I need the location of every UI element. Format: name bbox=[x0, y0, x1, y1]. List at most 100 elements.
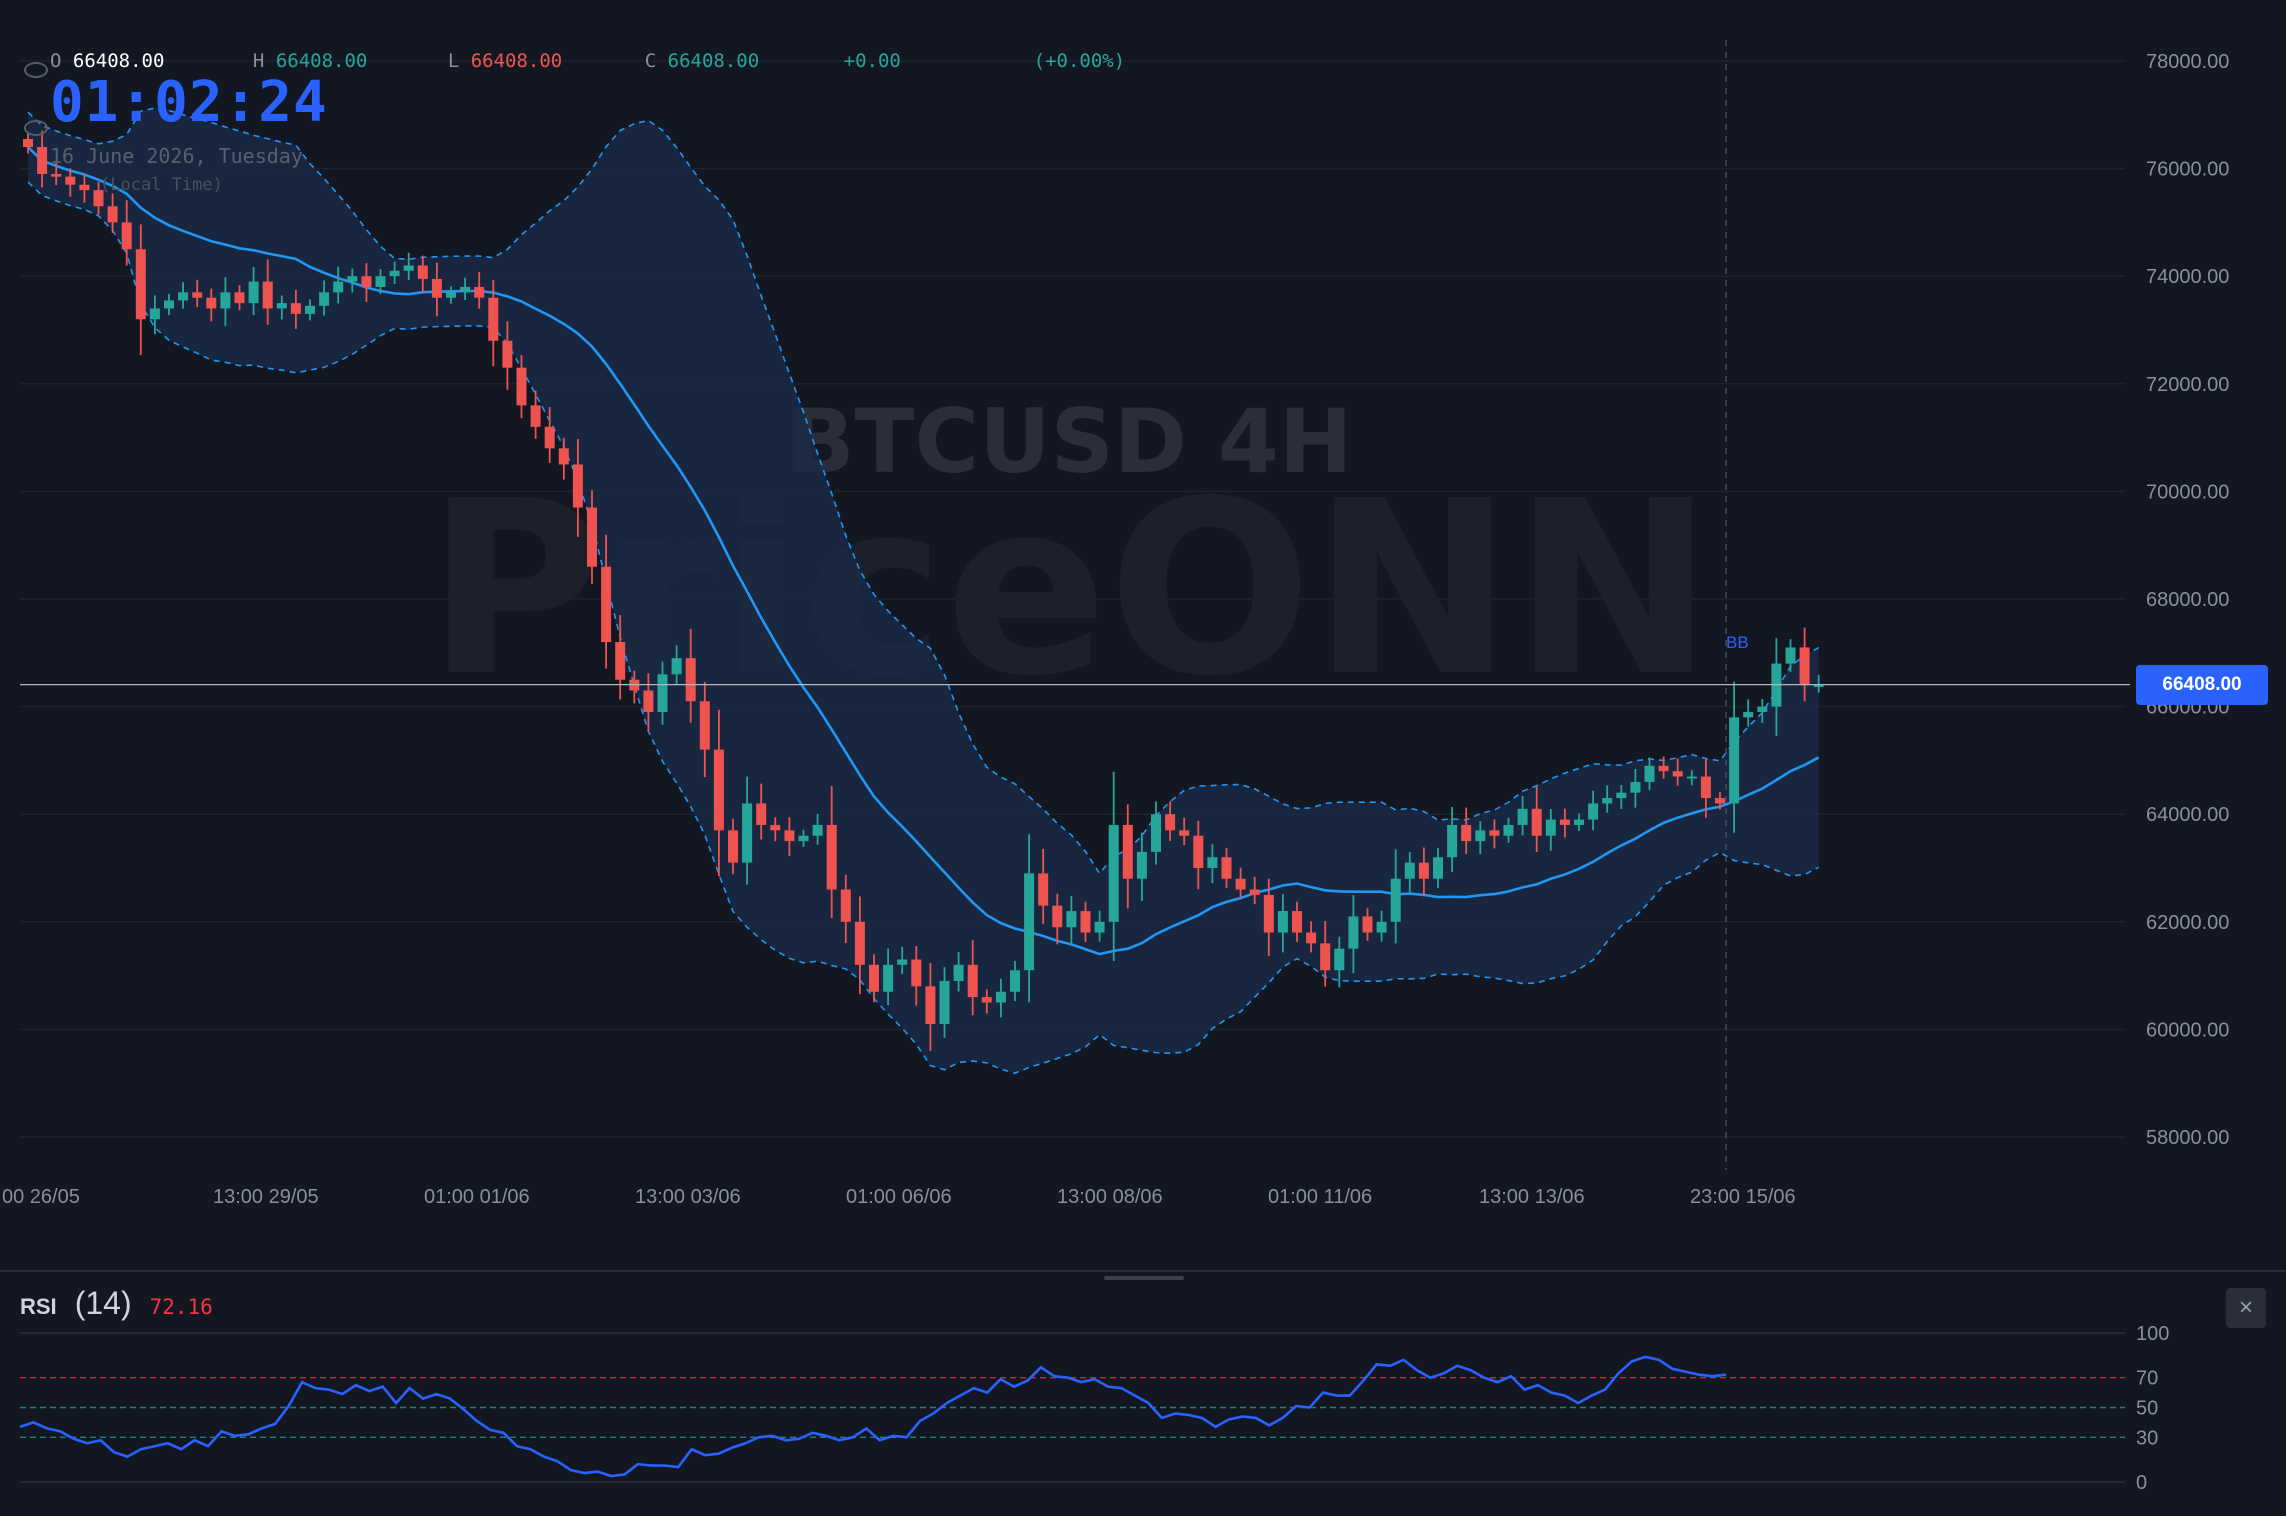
candle[interactable] bbox=[1715, 798, 1725, 804]
candle[interactable] bbox=[1588, 803, 1599, 820]
eye-icon[interactable] bbox=[24, 62, 48, 78]
candle[interactable] bbox=[544, 426, 555, 449]
candle[interactable] bbox=[164, 300, 174, 309]
candle[interactable] bbox=[784, 830, 795, 842]
candle[interactable] bbox=[375, 276, 386, 287]
candle[interactable] bbox=[1024, 873, 1035, 971]
candle[interactable] bbox=[389, 270, 400, 277]
candle[interactable] bbox=[1052, 905, 1063, 928]
candle[interactable] bbox=[1094, 921, 1105, 933]
candle[interactable] bbox=[1489, 830, 1500, 836]
candle[interactable] bbox=[883, 964, 894, 992]
candle[interactable] bbox=[1743, 711, 1754, 718]
candle[interactable] bbox=[1461, 824, 1472, 842]
candle[interactable] bbox=[1433, 857, 1443, 879]
candle[interactable] bbox=[79, 184, 90, 191]
candle[interactable] bbox=[601, 566, 612, 643]
candle[interactable] bbox=[37, 147, 48, 174]
candle[interactable] bbox=[1799, 647, 1810, 686]
candle[interactable] bbox=[1785, 647, 1796, 664]
candle[interactable] bbox=[1531, 808, 1542, 836]
candle[interactable] bbox=[995, 991, 1006, 1003]
candle[interactable] bbox=[333, 281, 344, 293]
candle[interactable] bbox=[854, 921, 865, 965]
candle[interactable] bbox=[417, 265, 428, 279]
candle[interactable] bbox=[1404, 862, 1415, 879]
candle[interactable] bbox=[1080, 911, 1091, 933]
candle[interactable] bbox=[1122, 824, 1133, 879]
pane-resize-handle[interactable] bbox=[1104, 1276, 1184, 1280]
candle[interactable] bbox=[587, 507, 597, 567]
candle[interactable] bbox=[530, 405, 541, 427]
candle[interactable] bbox=[516, 367, 527, 406]
candle[interactable] bbox=[1108, 824, 1119, 922]
candle[interactable] bbox=[1066, 911, 1077, 928]
candle[interactable] bbox=[234, 292, 245, 304]
candle[interactable] bbox=[615, 642, 626, 680]
candle[interactable] bbox=[1559, 819, 1570, 825]
candle[interactable] bbox=[1038, 873, 1049, 906]
candle[interactable] bbox=[897, 959, 908, 965]
candle[interactable] bbox=[1235, 878, 1246, 890]
candle[interactable] bbox=[840, 889, 851, 922]
candle[interactable] bbox=[925, 986, 936, 1025]
candle[interactable] bbox=[1658, 765, 1669, 772]
candle[interactable] bbox=[1729, 717, 1740, 804]
candle[interactable] bbox=[1376, 921, 1387, 933]
candle[interactable] bbox=[1348, 916, 1359, 949]
candle[interactable] bbox=[1179, 830, 1190, 836]
candle[interactable] bbox=[93, 190, 104, 207]
candle[interactable] bbox=[1672, 771, 1683, 777]
candle[interactable] bbox=[135, 249, 146, 320]
candle[interactable] bbox=[981, 997, 992, 1003]
candle[interactable] bbox=[1010, 970, 1020, 992]
candle[interactable] bbox=[305, 305, 315, 314]
candle[interactable] bbox=[1503, 824, 1514, 836]
candle[interactable] bbox=[51, 173, 62, 177]
candle[interactable] bbox=[939, 980, 950, 1025]
candle[interactable] bbox=[713, 749, 724, 831]
candle[interactable] bbox=[756, 803, 767, 825]
candle[interactable] bbox=[1249, 889, 1260, 895]
candle[interactable] bbox=[1193, 835, 1204, 868]
candle[interactable] bbox=[798, 835, 809, 842]
candle[interactable] bbox=[1644, 765, 1655, 782]
candle[interactable] bbox=[1630, 781, 1641, 793]
bb-indicator-label[interactable]: BB bbox=[1726, 633, 1749, 652]
candle[interactable] bbox=[1813, 685, 1824, 688]
candle[interactable] bbox=[290, 303, 301, 314]
candle[interactable] bbox=[23, 139, 33, 148]
candle[interactable] bbox=[1165, 814, 1176, 831]
candle[interactable] bbox=[911, 959, 922, 987]
candle[interactable] bbox=[1151, 814, 1161, 852]
candle[interactable] bbox=[1362, 916, 1373, 933]
candle[interactable] bbox=[361, 276, 372, 287]
candle[interactable] bbox=[262, 281, 273, 309]
candle[interactable] bbox=[431, 278, 442, 298]
candle[interactable] bbox=[1545, 819, 1556, 836]
candle[interactable] bbox=[699, 701, 710, 750]
candle[interactable] bbox=[953, 964, 964, 981]
candle[interactable] bbox=[1207, 857, 1218, 868]
candle[interactable] bbox=[1447, 824, 1458, 858]
candle[interactable] bbox=[220, 292, 231, 309]
candle[interactable] bbox=[1390, 878, 1401, 922]
candle[interactable] bbox=[502, 340, 513, 368]
candle[interactable] bbox=[1306, 932, 1317, 944]
candle[interactable] bbox=[276, 303, 287, 309]
candle[interactable] bbox=[446, 292, 456, 298]
candle[interactable] bbox=[248, 281, 259, 304]
candle[interactable] bbox=[1574, 819, 1584, 825]
candle[interactable] bbox=[403, 265, 414, 271]
candle[interactable] bbox=[1418, 862, 1429, 879]
candle[interactable] bbox=[742, 803, 753, 863]
candle[interactable] bbox=[1517, 808, 1528, 825]
candle[interactable] bbox=[1700, 776, 1711, 799]
candle[interactable] bbox=[149, 308, 160, 320]
candle[interactable] bbox=[1292, 911, 1302, 933]
candle[interactable] bbox=[347, 276, 358, 282]
candle[interactable] bbox=[1334, 948, 1345, 971]
candle[interactable] bbox=[1616, 792, 1627, 799]
candle[interactable] bbox=[572, 464, 583, 508]
